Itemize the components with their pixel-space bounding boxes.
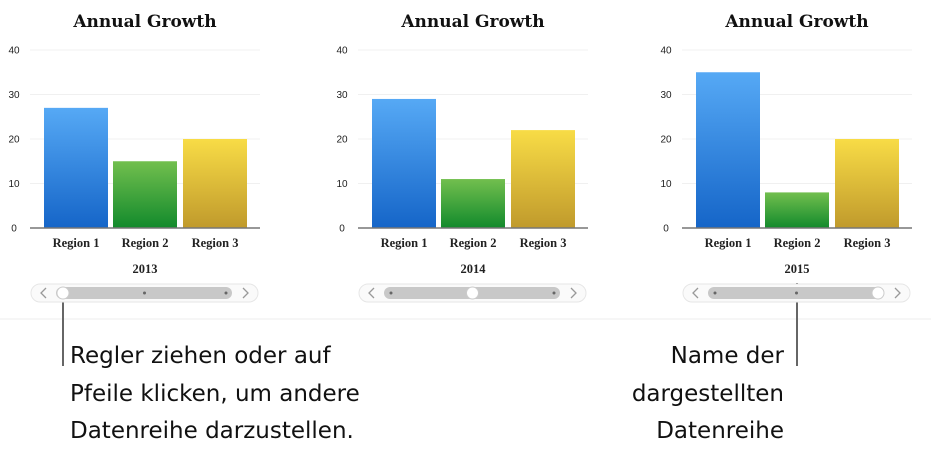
- callout-left: Regler ziehen oder auf Pfeile klicken, u…: [70, 338, 360, 451]
- y-tick-label: 0: [663, 224, 669, 235]
- y-tick-label: 0: [339, 224, 345, 235]
- slider-step-dot: [552, 291, 556, 295]
- slider-step-dot: [713, 291, 717, 295]
- callout-right-line: Name der: [670, 343, 784, 369]
- y-tick-label: 20: [8, 135, 20, 146]
- bar-region-3: [511, 130, 575, 228]
- y-tick-label: 20: [336, 135, 348, 146]
- y-tick-label: 30: [336, 90, 348, 101]
- x-tick-label: Region 2: [122, 236, 169, 250]
- y-tick-label: 0: [11, 224, 17, 235]
- x-tick-label: Region 3: [520, 236, 567, 250]
- x-tick-label: Region 1: [53, 236, 100, 250]
- callout-right: Name der dargestellten Datenreihe: [632, 338, 784, 451]
- x-tick-label: Region 3: [844, 236, 891, 250]
- chevron-right-icon[interactable]: [894, 287, 901, 299]
- series-name-label: 2013: [133, 262, 158, 276]
- chevron-left-icon[interactable]: [692, 287, 699, 299]
- bar-region-3: [835, 139, 899, 228]
- x-tick-label: Region 1: [381, 236, 428, 250]
- series-name-label: 2014: [461, 262, 487, 276]
- y-tick-label: 30: [660, 90, 672, 101]
- slider-handle[interactable]: [466, 286, 479, 300]
- chevron-left-icon[interactable]: [368, 287, 375, 299]
- callout-left-line: Regler ziehen oder auf: [70, 343, 331, 369]
- bar-region-2: [113, 161, 177, 228]
- series-name-label: 2015: [785, 262, 810, 276]
- slider-handle[interactable]: [56, 286, 70, 300]
- bar-region-3: [183, 139, 247, 228]
- slider-step-dot: [143, 291, 146, 295]
- y-tick-label: 10: [660, 179, 672, 190]
- y-tick-label: 40: [660, 46, 672, 57]
- bar-region-2: [765, 192, 829, 228]
- y-tick-label: 40: [8, 46, 20, 57]
- slider-step-dot: [224, 291, 228, 295]
- slider-step-dot: [389, 291, 393, 295]
- x-tick-label: Region 2: [450, 236, 497, 250]
- chart-title: Annual Growth: [72, 12, 216, 32]
- y-tick-label: 30: [8, 90, 20, 101]
- bar-region-2: [441, 179, 505, 228]
- chart-title: Annual Growth: [724, 12, 868, 32]
- x-tick-label: Region 3: [192, 236, 239, 250]
- y-tick-label: 20: [660, 135, 672, 146]
- slider-step-dot: [795, 291, 798, 295]
- slider-handle[interactable]: [871, 286, 885, 300]
- callout-right-line: dargestellten: [631, 380, 784, 407]
- y-tick-label: 40: [336, 46, 348, 57]
- x-tick-label: Region 2: [774, 236, 821, 250]
- callout-left-line: Pfeile klicken, um andere: [70, 380, 360, 407]
- y-tick-label: 10: [8, 179, 20, 190]
- chevron-left-icon[interactable]: [40, 287, 47, 299]
- y-tick-label: 10: [336, 179, 348, 190]
- bar-region-1: [44, 107, 108, 228]
- chevron-right-icon[interactable]: [242, 287, 249, 299]
- chart-title: Annual Growth: [400, 12, 544, 32]
- x-tick-label: Region 1: [705, 236, 752, 250]
- bar-region-1: [372, 98, 436, 228]
- chevron-right-icon[interactable]: [570, 287, 577, 299]
- callout-left-line: Datenreihe darzustellen.: [70, 418, 354, 444]
- callout-right-line: Datenreihe: [656, 418, 784, 444]
- bar-region-1: [696, 72, 760, 228]
